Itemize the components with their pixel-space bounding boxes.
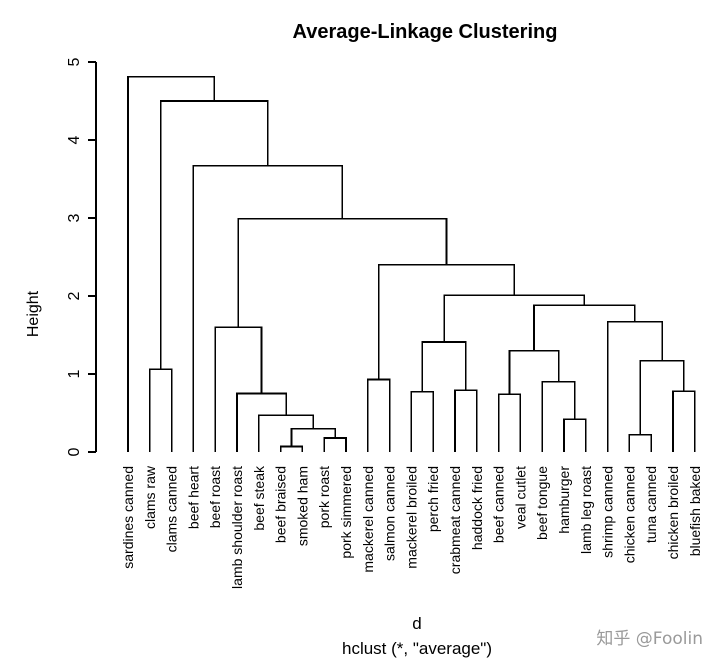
dendrogram-branches (127, 76, 696, 452)
leaf-label: mackerel canned (360, 466, 376, 573)
dendrogram-branch (628, 434, 652, 452)
dendrogram-branch (541, 381, 576, 452)
leaf-label: hamburger (556, 466, 572, 534)
dendrogram-branch (214, 326, 263, 452)
leaf-label: pork simmered (338, 466, 354, 559)
y-tick-label: 3 (66, 213, 83, 222)
dendrogram-branch (606, 320, 663, 452)
dendrogram-branch (367, 378, 391, 452)
dendrogram-branch (127, 76, 216, 452)
leaf-label: bluefish baked (687, 466, 703, 556)
leaf-label: salmon canned (382, 466, 398, 561)
dendrogram-branch (443, 294, 586, 343)
leaf-label: beef tongue (534, 466, 550, 540)
y-tick-label: 5 (66, 57, 83, 66)
leaf-label: beef canned (491, 466, 507, 543)
dendrogram-branch (410, 391, 434, 452)
leaf-label: haddock fried (469, 466, 485, 550)
y-tick-label: 1 (66, 369, 83, 378)
leaf-label: crabmeat canned (447, 466, 463, 574)
dendrogram-branch (377, 264, 516, 380)
leaf-label: shrimp canned (600, 466, 616, 558)
y-axis-label: Height (25, 290, 42, 337)
leaf-label: lamb leg roast (578, 466, 594, 554)
dendrogram-branch (563, 418, 587, 452)
leaf-label: pork roast (316, 466, 332, 528)
leaf-label: chicken broiled (665, 466, 681, 559)
y-axis: 0 1 2 3 4 5 (66, 57, 97, 456)
leaf-label: chicken canned (621, 466, 637, 563)
dendrogram-branch (279, 445, 304, 452)
dendrogram-branch (672, 390, 696, 452)
leaf-label: beef heart (185, 466, 201, 529)
leaf-label: veal cutlet (512, 466, 528, 529)
leaf-label: beef braised (273, 466, 289, 543)
x-axis-label: d (412, 614, 421, 633)
y-tick-label: 4 (66, 135, 83, 144)
dendrogram-branch (323, 437, 347, 452)
leaf-label: sardines canned (120, 466, 136, 569)
watermark-text: 知乎 @Foolin (596, 629, 703, 649)
dendrogram-branch (533, 304, 636, 351)
dendrogram-branch (454, 389, 478, 452)
dendrogram-branch (497, 393, 522, 452)
dendrogram-branch (421, 341, 467, 392)
leaf-label: mackerel broiled (403, 466, 419, 569)
leaf-label: smoked ham (294, 466, 310, 546)
method-caption: hclust (*, "average") (342, 639, 492, 658)
y-tick-label: 0 (66, 447, 83, 456)
dendrogram-branch (639, 359, 685, 435)
dendrogram-branch (149, 368, 173, 452)
dendrogram-branch (508, 349, 560, 395)
leaf-label: clams raw (142, 465, 158, 529)
leaf-label: beef steak (251, 465, 267, 531)
dendrogram-branch (159, 100, 269, 370)
leaf-label: tuna canned (643, 466, 659, 543)
chart-title: Average-Linkage Clustering (293, 21, 558, 43)
leaf-labels: sardines canned clams raw clams canned beef… (120, 465, 703, 589)
leaf-label: beef roast (207, 466, 223, 528)
dendrogram-branch (236, 392, 287, 452)
y-tick-label: 2 (66, 291, 83, 300)
dendrogram-branch (237, 217, 448, 328)
leaf-label: perch fried (425, 466, 441, 532)
leaf-label: lamb shoulder roast (229, 466, 245, 589)
leaf-label: clams canned (164, 466, 180, 552)
